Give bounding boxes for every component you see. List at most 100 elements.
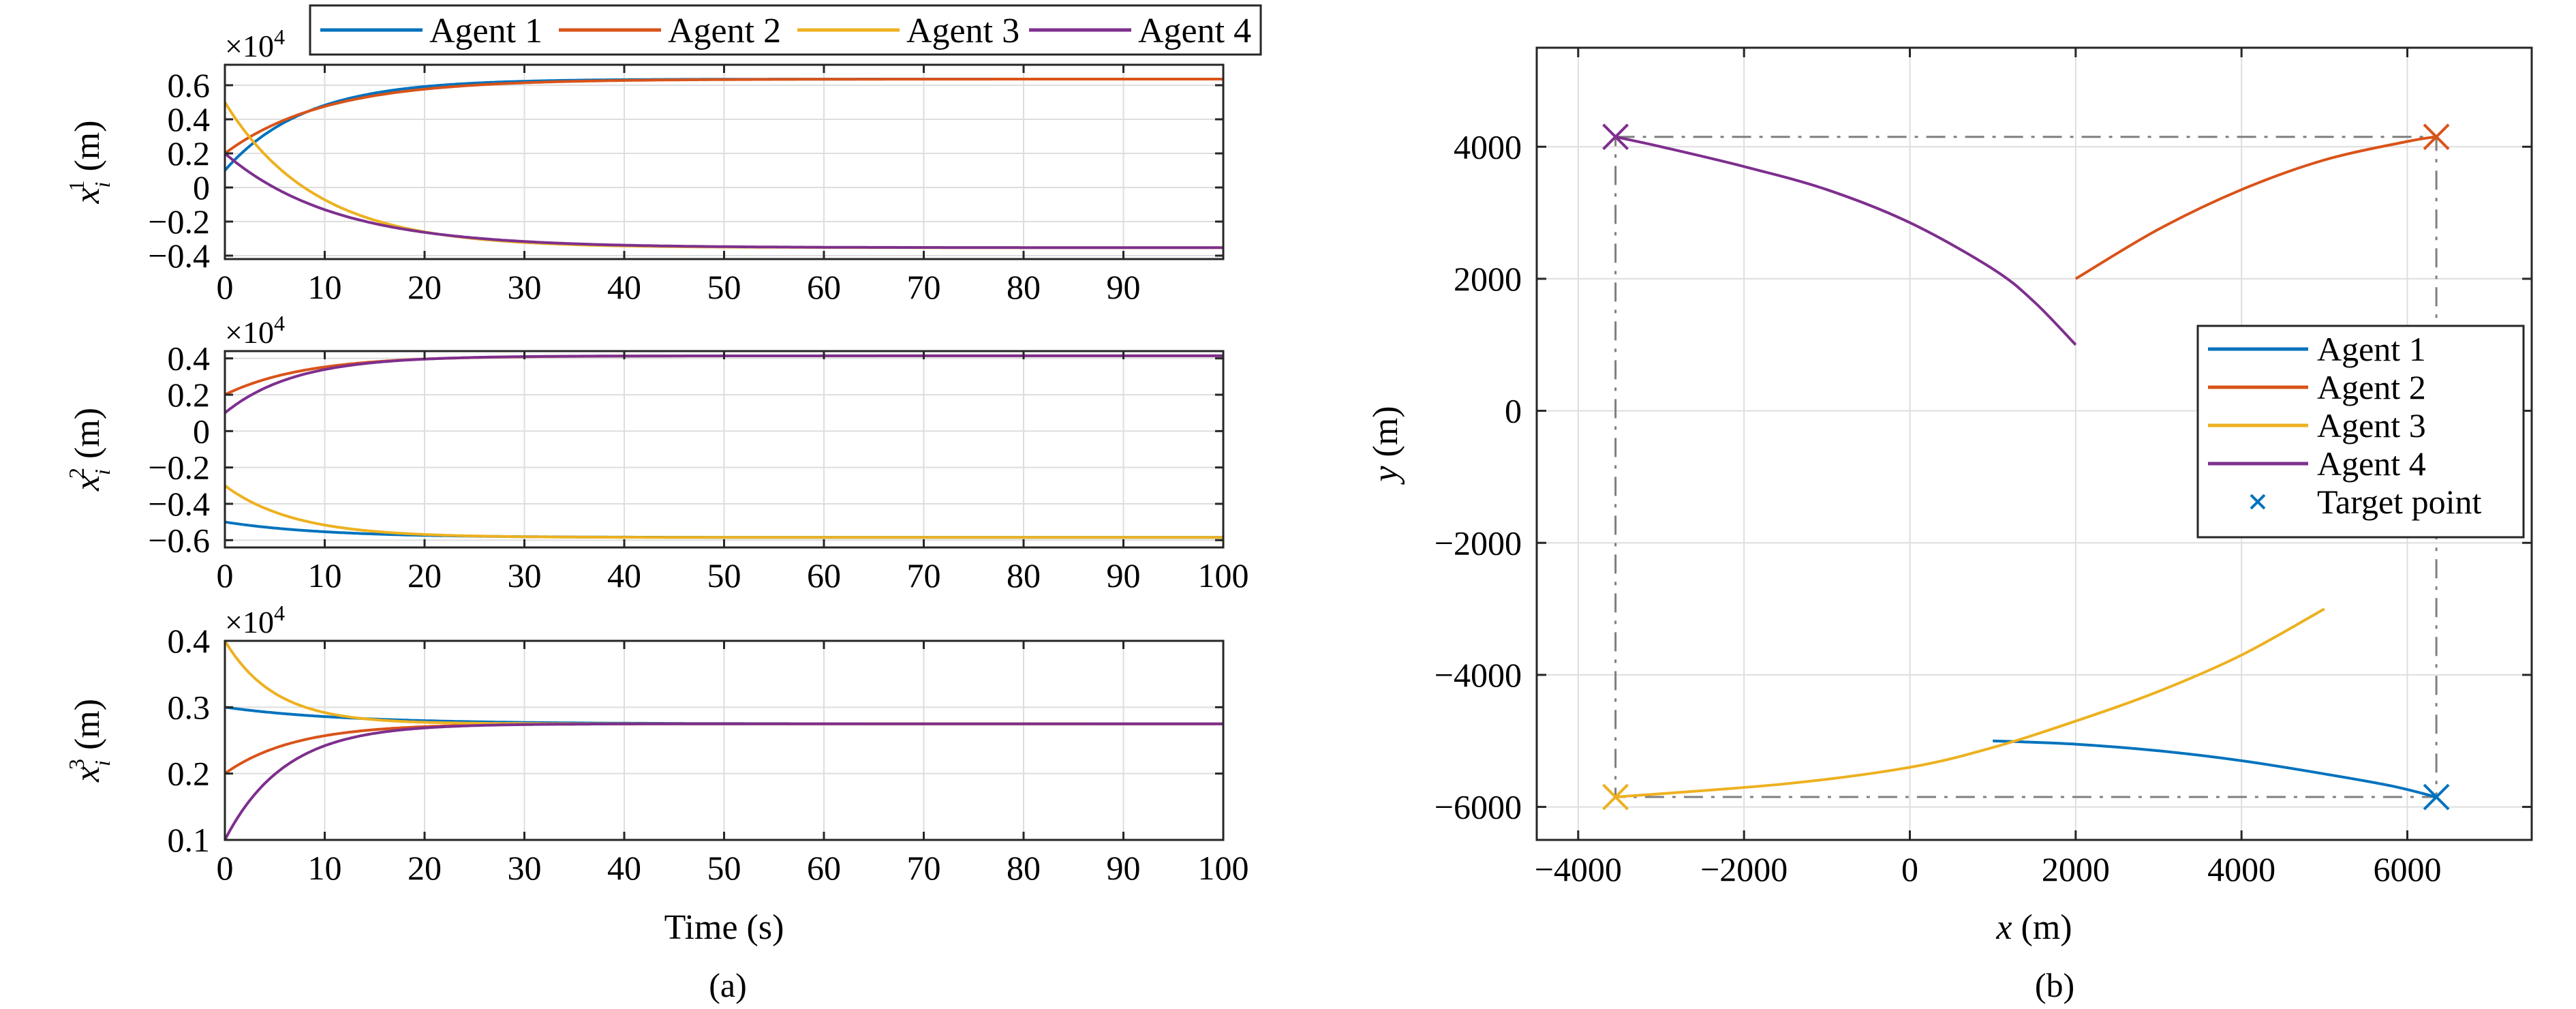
y-label-unit: (m) [68,699,107,759]
y-tick-label: −4000 [1435,656,1522,694]
y-tick-label: 0 [193,412,210,450]
x-tick-label: 0 [217,268,234,306]
x-axis-label: Time (s) [664,908,784,947]
panel-a1-chart: 0 10 20 30 40 50 60 70 80 90−0.4−0.200.20.40.6×10… [64,25,1225,306]
y-axis-label: xi3 (m) [64,699,114,783]
series-line-agent-4 [224,152,1223,250]
y-tick-label: −6000 [1435,788,1522,826]
x-tick-label: 40 [607,849,641,887]
y-tick-label: −2000 [1435,524,1522,562]
x-tick-label: 80 [1007,556,1041,594]
target-formation-outline [1614,136,2438,798]
trajectory-agent-2 [2074,135,2437,280]
x-tick-label: 4000 [2207,850,2275,888]
y-tick-label: 4000 [1454,127,1522,166]
target-marker-agent-2 [2423,123,2450,151]
x-tick-label: 80 [1007,849,1041,887]
x-tick-label: 50 [707,849,741,887]
axis-exponent-power: 4 [274,311,285,335]
top-legend: Agent 1 Agent 2 Agent 3 Agent 4 [309,4,1262,56]
x-tick-label: 60 [807,268,841,306]
y-tick-label: 0 [1505,392,1522,430]
x-tick-label: 0 [217,556,234,594]
y-label-sub: i [90,760,114,766]
y-label-unit: (m) [68,120,107,180]
series-line-agent-3 [224,484,1223,539]
x-tick-label: 30 [508,268,542,306]
panel-b-chart: −4000 −2000 0 2000 4000 6000 −6000 −4000 −2000 0 2… [1366,46,2533,947]
target-marker-agent-3 [1602,783,1629,811]
x-tick-label: 20 [408,849,442,887]
trajectory-agent-4 [1615,135,2077,346]
x-tick-label: 6000 [2374,850,2442,888]
y-label-unit: (m) [68,408,107,468]
x-tick-label: 70 [907,556,941,594]
y-axis-label: xi2 (m) [64,408,114,492]
y-label-var: y [1366,466,1405,485]
trajectory-agent-3 [1615,607,2325,799]
y-tick-label: 0.2 [168,376,211,414]
x-tick-label: −2000 [1700,850,1788,888]
x-tick-label: 100 [1198,556,1249,594]
x-tick-label: 70 [907,268,941,306]
x-tick-label: 80 [1007,268,1041,306]
legend-swatch-target [2250,494,2266,510]
legend-label-agent1: Agent 1 [429,12,542,50]
legend-label-agent4: Agent 4 [1138,12,1251,50]
y-tick-label: 0.3 [168,688,211,726]
y-tick-label: 2000 [1454,260,1522,298]
y-tick-label: 0 [193,168,210,207]
caption-a: (a) [709,966,747,1004]
x-label-unit: (m) [2012,908,2072,947]
target-marker-stroke [1602,783,1629,811]
target-marker-stroke [1602,123,1629,151]
x-tick-label: 100 [1198,849,1249,887]
series-line-agent-4 [224,722,1223,841]
legend-label: Agent 4 [2317,445,2426,483]
target-marker-stroke [2423,123,2450,151]
y-label-var: x [68,187,107,204]
x-axis-label: x (m) [1995,908,2072,947]
x-tick-label: 40 [607,556,641,594]
x-tick-label: 50 [707,556,741,594]
x-tick-label: 90 [1107,268,1141,306]
y-tick-label: −0.2 [148,202,210,241]
y-tick-label: −0.4 [148,237,210,275]
target-marker-agent-1 [2423,783,2450,811]
axes-frame [1535,46,2533,841]
x-tick-label: −4000 [1535,850,1622,888]
y-tick-label: 0.4 [168,622,211,660]
x-tick-label: 90 [1107,556,1141,594]
y-label-var: x [68,766,107,783]
y-label-sup: 2 [64,468,89,479]
x-tick-label: 30 [508,849,542,887]
y-axis-label: y (m) [1366,406,1405,485]
y-label-sub: i [90,469,114,475]
y-tick-label: 0.2 [168,755,211,793]
legend-label: Agent 3 [2317,406,2426,445]
x-tick-label: 2000 [2042,850,2110,888]
y-tick-label: 0.4 [168,340,211,378]
x-tick-label: 0 [217,849,234,887]
axis-exponent-power: 4 [274,25,285,49]
x-tick-label: 40 [607,268,641,306]
x-tick-label: 0 [1901,850,1918,888]
y-tick-label: −0.6 [148,521,210,559]
trajectory-agent-1 [1993,739,2437,799]
y-label-unit: (m) [1366,406,1405,466]
legend-label-agent2: Agent 2 [668,12,781,50]
y-label-sup: 1 [64,181,89,192]
legend-label-agent3: Agent 3 [906,12,1019,50]
y-tick-label: 0.1 [168,821,211,859]
legend-label: Target point [2317,483,2481,521]
x-tick-label: 60 [807,849,841,887]
y-label-sup: 3 [64,759,89,770]
series-line-agent-2 [224,78,1223,155]
x-tick-label: 20 [408,268,442,306]
y-axis-label: xi1 (m) [64,120,114,204]
x-tick-label: 90 [1107,849,1141,887]
y-tick-label: 0.4 [168,100,211,138]
x-tick-label: 10 [308,849,342,887]
